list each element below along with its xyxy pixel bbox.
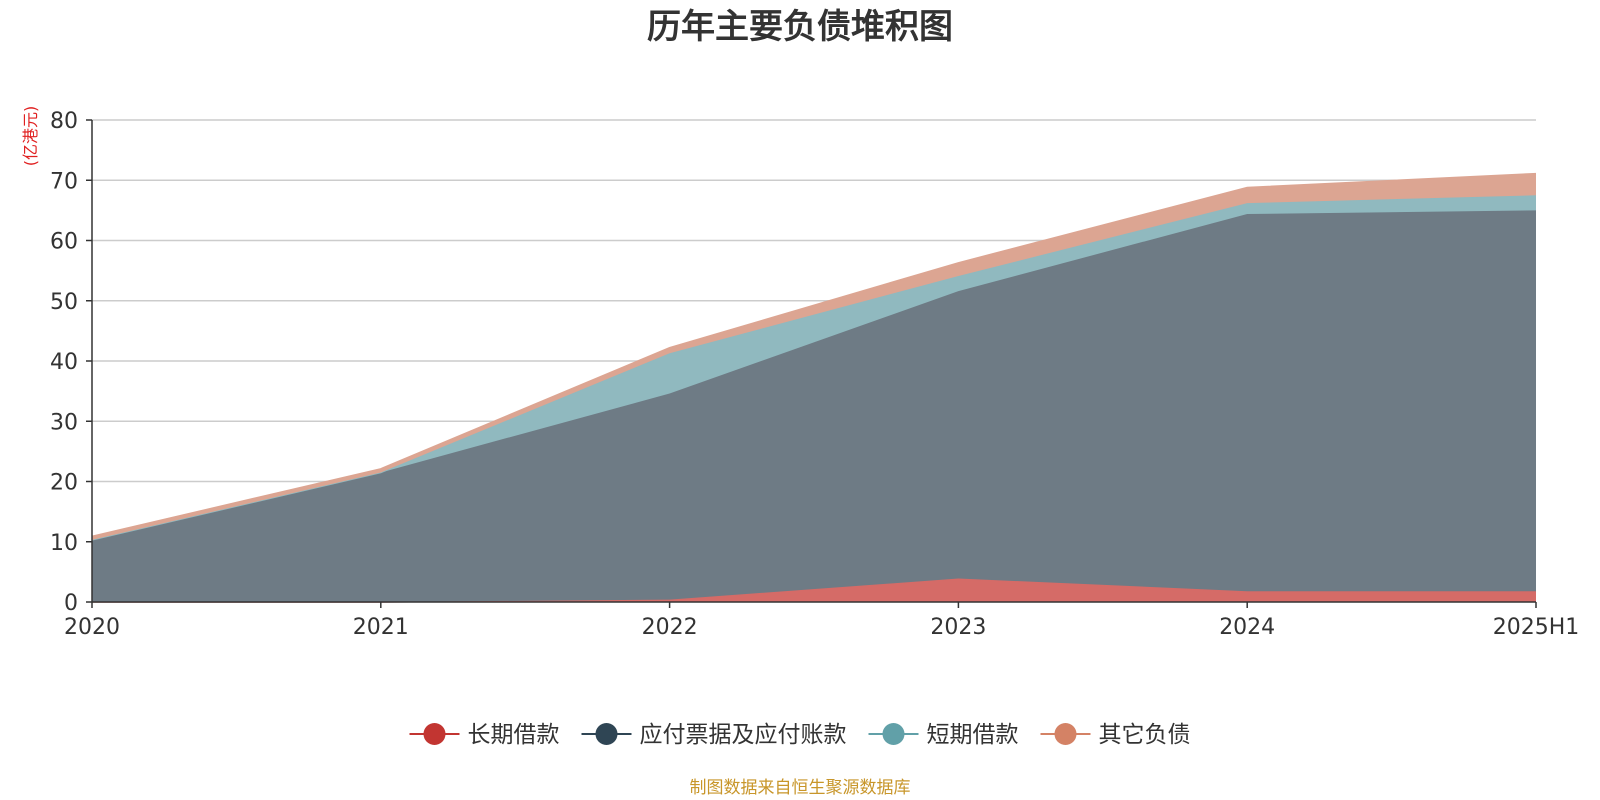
y-tick-label: 10 <box>50 531 78 556</box>
legend-circle-icon <box>595 723 618 745</box>
x-tick-label: 2024 <box>1219 615 1275 640</box>
y-tick-label: 40 <box>50 350 78 375</box>
legend-label: 长期借款 <box>468 722 560 748</box>
y-tick-label: 60 <box>50 230 78 255</box>
legend-label: 应付票据及应付账款 <box>640 722 847 748</box>
y-tick-label: 70 <box>50 169 78 194</box>
y-tick-label: 20 <box>50 471 78 496</box>
chart-title: 历年主要负债堆积图 <box>647 7 953 47</box>
x-tick-label: 2025H1 <box>1493 615 1580 640</box>
area-series-2 <box>92 210 1536 602</box>
legend-circle-icon <box>1054 723 1077 745</box>
x-tick-label: 2021 <box>353 615 409 640</box>
y-tick-label: 50 <box>50 290 78 315</box>
legend-item[interactable]: 长期借款 <box>409 722 560 748</box>
y-tick-label: 30 <box>50 410 78 435</box>
area-series-1 <box>92 578 1536 602</box>
legend-label: 短期借款 <box>927 722 1019 748</box>
y-tick-label: 80 <box>50 109 78 134</box>
source-note: 制图数据来自恒生聚源数据库 <box>690 778 911 798</box>
legend: 长期借款 应付票据及应付账款 短期借款 其它负债 <box>409 722 1191 748</box>
y-axis-ticks: 0 10 20 30 40 50 60 70 80 <box>50 109 92 616</box>
legend-circle-icon <box>423 723 446 745</box>
y-axis-unit-label: (亿港元) <box>21 106 40 167</box>
y-tick-label: 0 <box>64 591 78 616</box>
area-series-group <box>91 172 1537 603</box>
legend-item[interactable]: 应付票据及应付账款 <box>581 722 847 748</box>
x-tick-label: 2023 <box>930 615 986 640</box>
legend-item[interactable]: 其它负债 <box>1040 722 1191 748</box>
area-series-4-edge <box>91 172 1537 538</box>
legend-circle-icon <box>882 723 905 745</box>
legend-label: 其它负债 <box>1099 722 1191 748</box>
x-axis-ticks: 2020 2021 2022 2023 2024 2025H1 <box>64 602 1579 640</box>
x-tick-label: 2022 <box>642 615 698 640</box>
x-tick-label: 2020 <box>64 615 120 640</box>
legend-item[interactable]: 短期借款 <box>868 722 1019 748</box>
